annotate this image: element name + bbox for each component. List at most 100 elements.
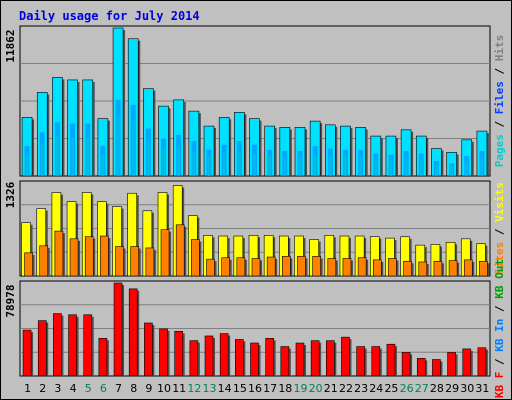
day-label: 13	[203, 382, 217, 395]
legend-part: Files	[493, 81, 506, 114]
right-legend-top: Pages / Files / Hits	[493, 35, 506, 168]
day-label: 11	[172, 382, 186, 395]
bar-pages	[25, 153, 29, 176]
right-legend-middle: Sites / Visits	[493, 182, 506, 275]
day-label: 18	[278, 382, 292, 395]
day-label: 12	[187, 382, 201, 395]
bar-sites	[100, 235, 109, 277]
legend-part: /	[493, 222, 506, 242]
bar-pages	[207, 156, 211, 176]
bar-kbytes	[477, 347, 487, 377]
bar-kbytes	[128, 288, 138, 377]
day-label: 4	[70, 382, 77, 395]
bar-kbytes	[53, 313, 62, 377]
bar-pages	[298, 157, 302, 176]
bar-pages	[419, 159, 423, 176]
bar-pages	[116, 117, 120, 176]
legend-part: /	[493, 299, 506, 319]
bar-kbytes	[265, 338, 274, 377]
bar-pages	[374, 159, 378, 176]
bar-sites	[282, 256, 291, 277]
bar-sites	[54, 230, 64, 277]
bar-kbytes	[356, 346, 365, 377]
day-label: 5	[85, 382, 92, 395]
bar-pages	[101, 153, 105, 176]
day-label: 22	[339, 382, 353, 395]
day-label: 1	[24, 382, 31, 395]
bar-sites	[403, 260, 412, 277]
right-legend-bottom: KB F / KB In / KB Out	[493, 259, 506, 398]
day-label: 30	[460, 382, 474, 395]
day-label: 24	[369, 382, 383, 395]
day-label: 7	[115, 382, 122, 395]
bar-sites	[130, 246, 140, 277]
bar-sites	[115, 246, 124, 277]
bar-kbytes	[189, 340, 199, 377]
bar-sites	[191, 239, 200, 277]
bar-sites	[418, 261, 428, 277]
bar-pages	[237, 151, 241, 176]
bar-pages	[177, 146, 181, 176]
bar-kbytes	[144, 322, 153, 377]
bar-pages	[40, 143, 44, 176]
day-label: 21	[324, 382, 338, 395]
bar-sites	[84, 236, 94, 277]
bar-pages	[313, 154, 317, 176]
bar-kbytes	[159, 328, 168, 377]
bar-sites	[327, 258, 337, 277]
bar-sites	[266, 256, 276, 277]
bar-pages	[268, 156, 272, 176]
bar-sites	[388, 258, 397, 277]
day-label: 25	[384, 382, 398, 395]
bar-pages	[343, 156, 347, 176]
bar-sites	[160, 229, 170, 277]
day-label: 14	[218, 382, 232, 395]
legend-part: KB F	[493, 372, 506, 399]
bar-sites	[221, 257, 230, 277]
bar-sites	[69, 238, 79, 277]
day-label: 23	[354, 382, 368, 395]
bar-kbytes	[98, 338, 108, 377]
bar-sites	[297, 256, 306, 277]
bar-kbytes	[235, 339, 244, 377]
day-label: 6	[100, 382, 107, 395]
bar-pages	[450, 166, 454, 176]
bar-pages	[55, 136, 59, 176]
bar-kbytes	[401, 352, 411, 377]
panel-max-label: 11862	[4, 29, 17, 62]
day-label: 28	[430, 382, 444, 395]
panel-max-label: 78978	[4, 284, 17, 317]
bar-kbytes	[83, 314, 93, 377]
bar-sites	[479, 260, 488, 277]
bar-kbytes	[341, 336, 350, 377]
bar-kbytes	[462, 348, 472, 377]
day-label: 26	[400, 382, 414, 395]
bar-pages	[86, 137, 90, 176]
bar-pages	[222, 153, 226, 176]
bar-pages	[359, 157, 363, 176]
bar-kbytes	[447, 352, 456, 377]
bar-sites	[463, 259, 473, 277]
day-label: 19	[293, 382, 307, 395]
legend-part: Visits	[493, 182, 506, 222]
bar-kbytes	[22, 329, 32, 377]
bar-kbytes	[37, 320, 47, 377]
legend-part: /	[493, 61, 506, 81]
day-label: 17	[263, 382, 277, 395]
bar-kbytes	[174, 330, 183, 377]
bar-kbytes	[386, 343, 396, 377]
bar-sites	[448, 260, 458, 277]
day-label: 3	[54, 382, 61, 395]
chart-title: Daily usage for July 2014	[19, 9, 200, 23]
legend-part: Sites	[493, 242, 506, 275]
bar-kbytes	[219, 333, 229, 377]
bar-pages	[434, 164, 438, 176]
bar-sites	[312, 256, 321, 277]
bar-sites	[24, 252, 33, 277]
bar-pages	[162, 148, 166, 176]
day-label: 16	[248, 382, 262, 395]
bar-sites	[372, 259, 382, 277]
legend-part: /	[493, 114, 506, 134]
legend-part: Hits	[493, 35, 506, 62]
